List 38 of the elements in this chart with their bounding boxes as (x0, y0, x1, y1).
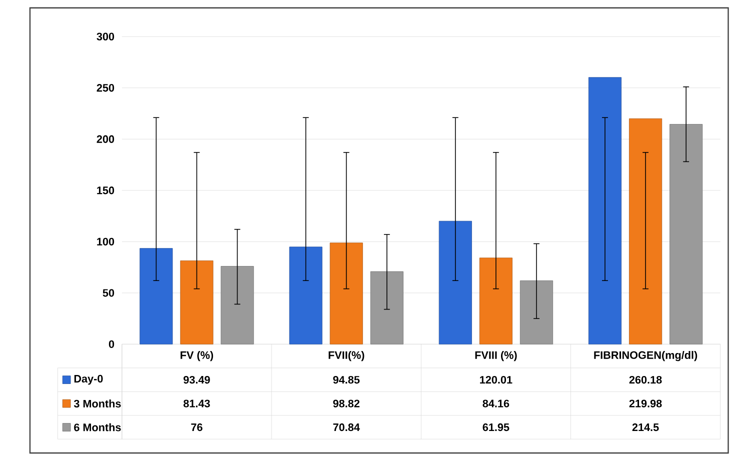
y-tick-label: 150 (97, 186, 114, 194)
data-label: 260.18 (629, 376, 662, 384)
data-label: 76 (191, 424, 202, 432)
data-label: 214.5 (632, 424, 659, 432)
data-label: 84.16 (482, 400, 510, 408)
data-label: 93.49 (184, 376, 210, 384)
legend-label: 3 Months (74, 400, 121, 408)
bar (520, 280, 554, 344)
y-tick-label: 50 (102, 289, 114, 297)
bar (670, 124, 703, 344)
bar (220, 266, 254, 344)
legend-label: 6 Months (74, 423, 121, 432)
data-label: 70.84 (333, 424, 360, 432)
y-tick-label: 300 (96, 32, 114, 41)
data-label: 98.82 (333, 400, 360, 408)
x-tick-label: FIBRINOGEN(mg/dl) (594, 351, 698, 362)
x-tick-label: FV (%) (180, 351, 214, 362)
bar (370, 271, 404, 344)
data-label: 61.95 (482, 424, 510, 432)
legend-label: Day-0 (74, 374, 103, 385)
y-tick-label: 0 (108, 340, 114, 348)
bar (330, 242, 363, 344)
bar (629, 118, 662, 344)
bar (180, 260, 214, 344)
bar (140, 248, 173, 344)
bar (289, 246, 322, 344)
x-tick-label: FVII(%) (328, 351, 364, 362)
bar (479, 258, 512, 344)
y-tick-label: 100 (97, 238, 114, 246)
data-label: 219.98 (629, 400, 662, 408)
data-label: 94.85 (333, 376, 360, 384)
bar (438, 221, 472, 344)
y-tick-label: 250 (96, 84, 114, 92)
x-tick-label: FVIII (%) (475, 351, 517, 362)
y-tick-label: 200 (96, 135, 114, 144)
bar (588, 77, 622, 344)
data-label: 81.43 (184, 400, 210, 408)
data-label: 120.01 (480, 376, 512, 384)
